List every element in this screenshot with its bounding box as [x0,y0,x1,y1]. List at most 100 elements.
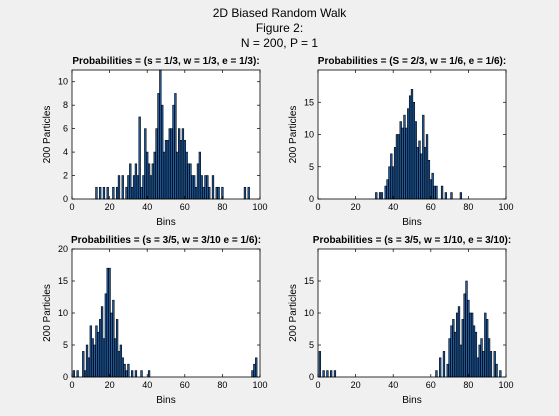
x-tick-label: 60 [180,202,190,212]
bar [100,306,104,378]
bar [166,140,170,200]
bar [378,192,382,200]
y-axis-label: 200 Particles [42,106,53,164]
bar [202,186,205,200]
subplot-title: Probabilities = (s = 3/5, w = 3/10 e = 1… [71,235,261,246]
bar [407,108,410,200]
bar [457,306,461,378]
x-tick-label: 80 [217,380,227,390]
bar [380,192,384,200]
subplot-2: 0 20 40 60 80 100 0 5 10 15 Probabilities = (S = 2… [288,56,514,228]
bar [198,151,201,200]
bar [435,370,438,378]
bar [318,351,322,378]
bar [459,344,463,378]
subplot-title: Probabilities = (S = 2/3, w = 1/6, e = 1… [318,56,506,67]
bar [422,114,425,200]
bar [134,163,138,200]
x-tick-label: 100 [252,202,267,212]
y-tick-label: 0 [63,372,68,382]
bar [386,179,389,200]
bar [253,363,256,378]
bar [157,93,160,200]
x-tick-label: 100 [252,380,267,390]
bar [168,128,171,200]
subplot-4: 0 20 40 60 80 100 0 5 10 15 Probabilities = (s = 3… [288,235,514,406]
x-tick-label: 100 [498,202,513,212]
bar [208,186,211,200]
x-tick-label: 20 [105,380,115,390]
bar [444,192,447,200]
bar [125,370,128,378]
bar [484,312,487,378]
bar [108,267,111,378]
bar [326,370,329,378]
bar [102,338,106,378]
bar [84,370,87,378]
bar [322,370,325,378]
bar [440,185,444,200]
bar [448,338,451,378]
bar [85,344,89,378]
bar [72,370,76,378]
bar [106,267,109,378]
bar [115,319,119,378]
bar [140,186,143,200]
x-tick-label: 100 [498,380,513,390]
bar [117,175,121,200]
y-tick-label: 15 [58,276,68,286]
bar [138,116,141,200]
bar [91,338,94,378]
bar [472,325,476,378]
bar [482,351,485,378]
bar [187,163,190,200]
y-tick-label: 4 [63,147,68,157]
bar [131,186,134,200]
bar [151,163,154,200]
bar [486,319,489,378]
x-tick-label: 40 [142,380,152,390]
y-axis-label: 200 Particles [288,284,299,342]
bar [149,175,153,200]
bar [454,331,457,378]
bar [403,114,406,200]
bar [95,325,98,378]
bar [140,370,143,378]
bar [170,128,173,200]
bar [410,89,414,200]
bar [450,192,453,200]
bar [433,185,436,200]
bar [112,299,115,378]
y-tick-label: 5 [63,340,68,350]
bar [179,140,183,200]
y-tick-label: 2 [63,171,68,181]
bar [114,338,117,378]
x-tick-label: 40 [142,202,152,212]
bar [147,163,151,200]
bar [127,363,130,378]
bar [136,175,139,200]
subplot-title: Probabilities = (s = 1/3, w = 1/3, e = 1… [72,56,259,67]
bar [375,192,378,200]
y-tick-label: 5 [309,340,314,350]
bar [99,186,102,200]
bar [476,357,479,378]
bar [161,104,164,200]
x-tick-label: 20 [105,202,115,212]
bar [333,370,337,378]
bar [162,151,166,200]
bar [147,370,151,378]
bar [243,186,247,200]
bar [247,186,250,200]
bar [431,172,434,200]
y-tick-label: 15 [304,276,314,286]
bar [211,175,215,200]
bar [121,175,124,200]
bar [176,151,179,200]
x-tick-label: 60 [180,380,190,390]
bar [104,293,107,378]
x-tick-label: 0 [315,380,320,390]
bar [397,134,400,200]
bar [127,175,130,200]
